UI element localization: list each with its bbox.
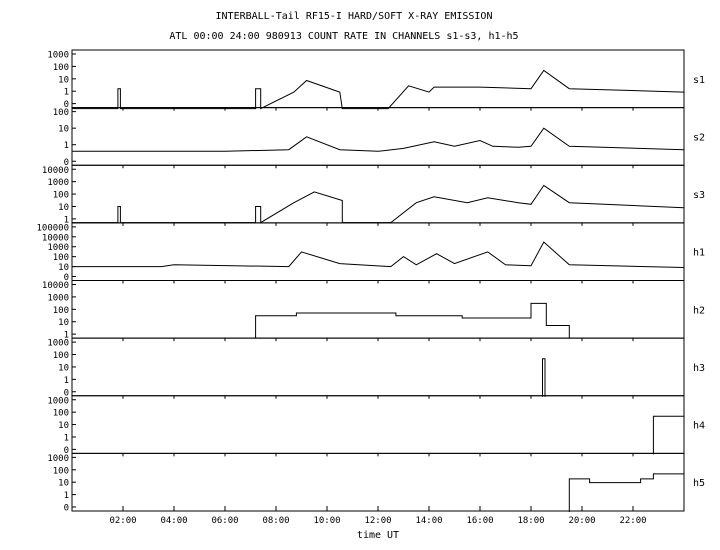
y-tick-label: 100000 [36,223,69,233]
series-line-s2 [72,127,685,152]
y-tick-label: 0 [64,446,69,456]
y-tick-label: 1000 [47,243,69,253]
x-tick-label: 20:00 [568,516,595,526]
x-tick-label: 06:00 [211,516,238,526]
series-line-h5 [568,473,684,512]
series-line-h4 [652,415,684,455]
y-tick-label: 100 [53,191,69,201]
series-label-h1: h1 [693,248,705,259]
y-tick-label: 1 [64,88,69,98]
y-tick-label: 1 [64,491,69,501]
chart-subtitle: ATL 00:00 24:00 980913 COUNT RATE IN CHA… [169,31,518,42]
panel-frame [71,49,685,109]
series-line-s1 [72,69,685,110]
x-tick-label: 02:00 [109,516,136,526]
y-tick-label: 100 [53,351,69,361]
x-tick-label: 08:00 [262,516,289,526]
y-tick-label: 0 [64,388,69,398]
y-tick-label: 1000 [47,293,69,303]
y-tick-label: 1000 [47,454,69,464]
y-tick-label: 1 [64,376,69,386]
y-tick-label: 0 [64,504,69,514]
y-tick-label: 10 [58,421,69,431]
y-tick-label: 10 [58,318,69,328]
chart-title: INTERBALL-Tail RF15-I HARD/SOFT X-RAY EM… [216,11,493,22]
panel-frame [71,337,685,397]
x-tick-label: 04:00 [160,516,187,526]
x-tick-label: 18:00 [517,516,544,526]
series-line-s3 [72,184,685,224]
series-label-s2: s2 [693,132,705,143]
y-tick-label: 100 [53,63,69,73]
x-tick-label: 16:00 [466,516,493,526]
series-line-h1 [72,241,685,268]
series-label-h5: h5 [693,478,705,489]
y-tick-label: 1 [64,141,69,151]
series-line-h3 [542,358,546,397]
y-tick-label: 10 [58,479,69,489]
y-tick-label: 100 [53,466,69,476]
x-axis-label: time UT [357,530,399,541]
y-tick-label: 10 [58,363,69,373]
y-tick-label: 0 [64,158,69,168]
y-tick-label: 10000 [42,281,69,291]
x-tick-label: 22:00 [619,516,646,526]
y-tick-label: 1 [64,433,69,443]
panel-h2: 10000 1000 100 10 1 h2 [42,280,705,341]
series-label-s1: s1 [693,75,705,86]
panel-frame [71,107,685,166]
y-tick-label: 1 [64,331,69,341]
y-tick-label: 1000 [47,339,69,349]
y-tick-label: 10 [58,75,69,85]
series-label-h4: h4 [693,421,705,432]
y-tick-label: 10 [58,263,69,273]
y-tick-label: 1000 [47,396,69,406]
panel-frame [71,222,685,281]
series-label-s3: s3 [693,190,705,201]
panel-frame [71,164,685,224]
x-tick-label: 14:00 [415,516,442,526]
panel-group: 10001001010s11001010s2100001000100101s31… [36,49,705,514]
y-tick-label: 10 [58,203,69,213]
y-tick-label: 1 [64,215,69,225]
y-tick-label: 100 [53,108,69,118]
y-tick-label: 10000 [42,233,69,243]
y-tick-label: 100 [53,306,69,316]
x-tick-label: 10:00 [313,516,340,526]
series-label-h2: h2 [693,305,705,316]
y-tick-label: 1000 [47,51,69,61]
y-tick-label: 10000 [42,166,69,176]
panel-frame [71,395,685,454]
y-tick-label: 10 [58,125,69,135]
y-tick-label: 100 [53,409,69,419]
y-tick-label: 1000 [47,178,69,188]
panel-s3: 10000 1000 100 10 1 s3 [42,164,705,225]
x-tick-label: 12:00 [364,516,391,526]
series-label-h3: h3 [693,363,705,374]
y-tick-label: 0 [64,273,69,283]
series-line-h2 [255,302,570,338]
y-tick-label: 100 [53,253,69,263]
panel-frame [71,280,685,339]
x-axis: 02:00 04:00 06:00 08:00 10:00 12:00 14:00 16:00… [109,506,647,526]
y-tick-label: 0 [64,100,69,110]
